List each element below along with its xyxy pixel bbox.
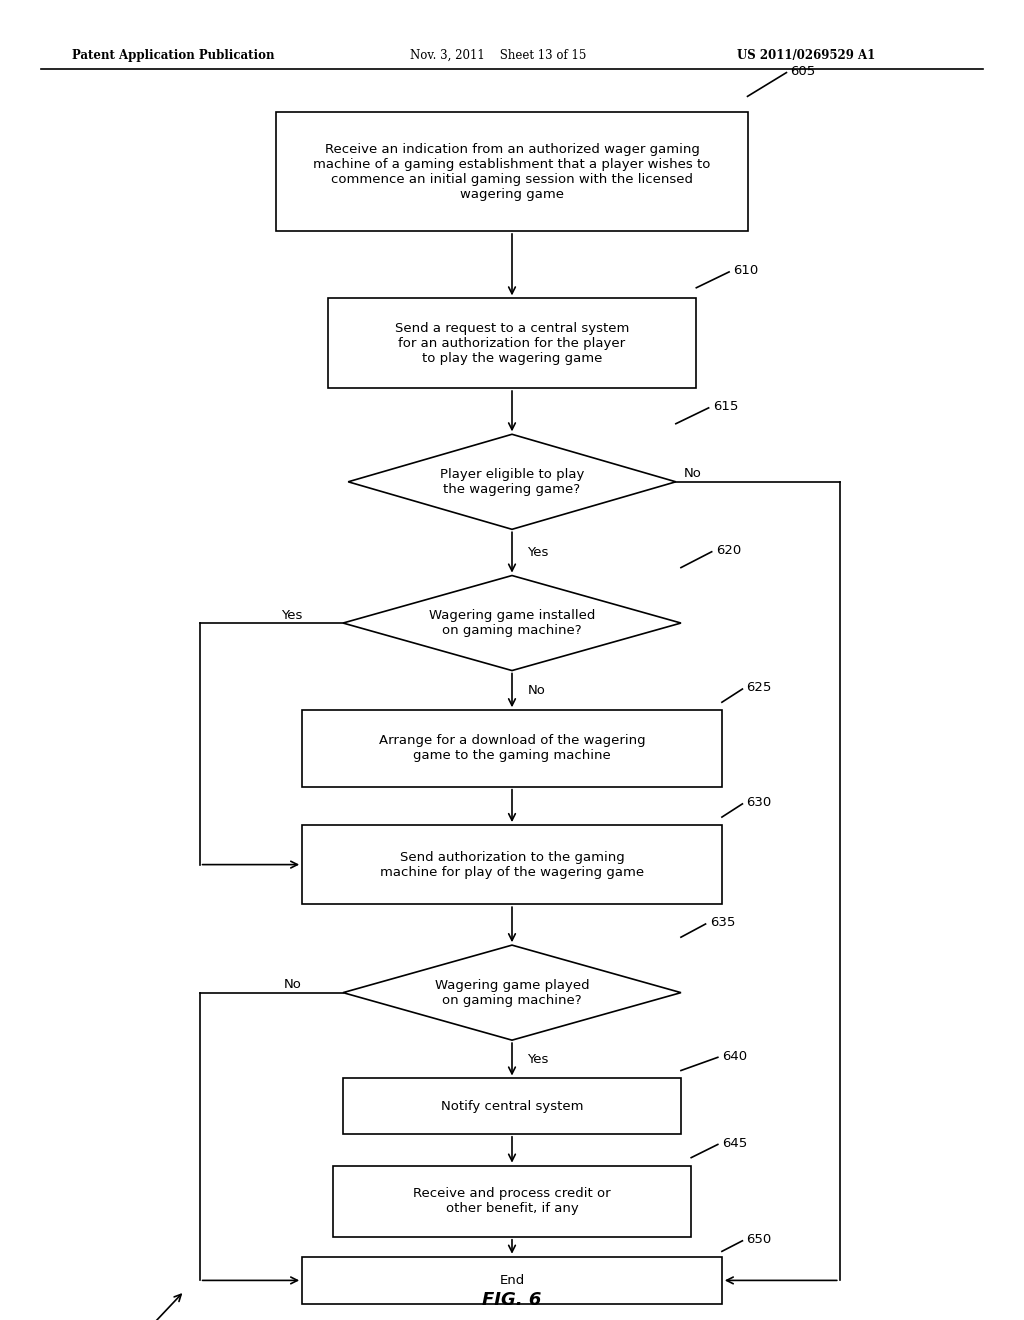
Text: Arrange for a download of the wagering
game to the gaming machine: Arrange for a download of the wagering g… <box>379 734 645 763</box>
Text: US 2011/0269529 A1: US 2011/0269529 A1 <box>737 49 876 62</box>
Text: 635: 635 <box>710 916 735 929</box>
Text: Send authorization to the gaming
machine for play of the wagering game: Send authorization to the gaming machine… <box>380 850 644 879</box>
Polygon shape <box>348 434 676 529</box>
FancyBboxPatch shape <box>343 1078 681 1134</box>
Text: End: End <box>500 1274 524 1287</box>
Text: FIG. 6: FIG. 6 <box>482 1291 542 1309</box>
Text: Receive and process credit or
other benefit, if any: Receive and process credit or other bene… <box>414 1187 610 1216</box>
Polygon shape <box>343 576 681 671</box>
FancyBboxPatch shape <box>302 825 722 904</box>
Text: Receive an indication from an authorized wager gaming
machine of a gaming establ: Receive an indication from an authorized… <box>313 143 711 201</box>
Text: 625: 625 <box>746 681 772 694</box>
Text: 630: 630 <box>746 796 772 809</box>
Text: No: No <box>527 684 545 697</box>
FancyBboxPatch shape <box>302 710 722 787</box>
Text: No: No <box>285 978 302 991</box>
FancyBboxPatch shape <box>333 1166 691 1237</box>
Text: 640: 640 <box>722 1049 748 1063</box>
Text: Yes: Yes <box>281 609 302 622</box>
Text: Player eligible to play
the wagering game?: Player eligible to play the wagering gam… <box>440 467 584 496</box>
Text: Wagering game played
on gaming machine?: Wagering game played on gaming machine? <box>434 978 590 1007</box>
Polygon shape <box>343 945 681 1040</box>
FancyBboxPatch shape <box>276 112 748 231</box>
Text: Send a request to a central system
for an authorization for the player
to play t: Send a request to a central system for a… <box>395 322 629 364</box>
Text: 605: 605 <box>791 65 816 78</box>
Text: Yes: Yes <box>527 546 549 558</box>
Text: 615: 615 <box>713 400 738 413</box>
Text: Wagering game installed
on gaming machine?: Wagering game installed on gaming machin… <box>429 609 595 638</box>
Text: No: No <box>684 467 701 480</box>
FancyBboxPatch shape <box>302 1257 722 1304</box>
Text: Yes: Yes <box>527 1053 549 1065</box>
Text: 610: 610 <box>733 264 759 277</box>
FancyBboxPatch shape <box>328 298 696 388</box>
Text: 620: 620 <box>716 544 741 557</box>
Text: Nov. 3, 2011    Sheet 13 of 15: Nov. 3, 2011 Sheet 13 of 15 <box>410 49 586 62</box>
Text: 645: 645 <box>722 1137 748 1150</box>
Text: Notify central system: Notify central system <box>440 1100 584 1113</box>
Text: Patent Application Publication: Patent Application Publication <box>72 49 274 62</box>
Text: 650: 650 <box>746 1233 772 1246</box>
